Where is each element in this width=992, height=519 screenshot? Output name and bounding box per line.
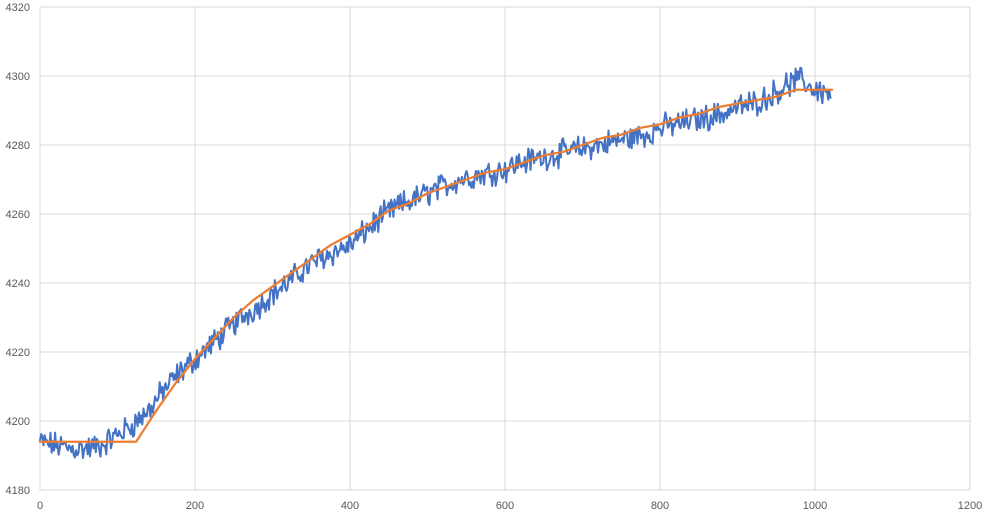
y-tick-label: 4320 [6, 2, 30, 14]
series-line-2 [38, 88, 834, 443]
y-tick-label: 4240 [6, 278, 30, 290]
x-tick-label: 1000 [803, 500, 827, 512]
x-tick-label: 600 [496, 500, 514, 512]
y-axis-tick-labels: 4180 4200 4220 4240 4260 4280 4300 4320 [6, 2, 30, 497]
chart-series [38, 66, 834, 459]
y-tick-label: 4220 [6, 347, 30, 359]
x-tick-label: 1200 [958, 500, 982, 512]
gridlines [39, 6, 971, 491]
x-tick-label: 400 [341, 500, 359, 512]
y-tick-label: 4300 [6, 71, 30, 83]
x-tick-label: 200 [186, 500, 204, 512]
x-tick-label: 800 [651, 500, 669, 512]
series-line-1 [39, 66, 832, 459]
x-axis-tick-labels: 0 200 400 600 800 1000 1200 [37, 500, 982, 512]
y-tick-label: 4180 [6, 485, 30, 497]
y-tick-label: 4280 [6, 140, 30, 152]
x-tick-label: 0 [37, 500, 43, 512]
y-tick-label: 4200 [6, 416, 30, 428]
y-tick-label: 4260 [6, 209, 30, 221]
